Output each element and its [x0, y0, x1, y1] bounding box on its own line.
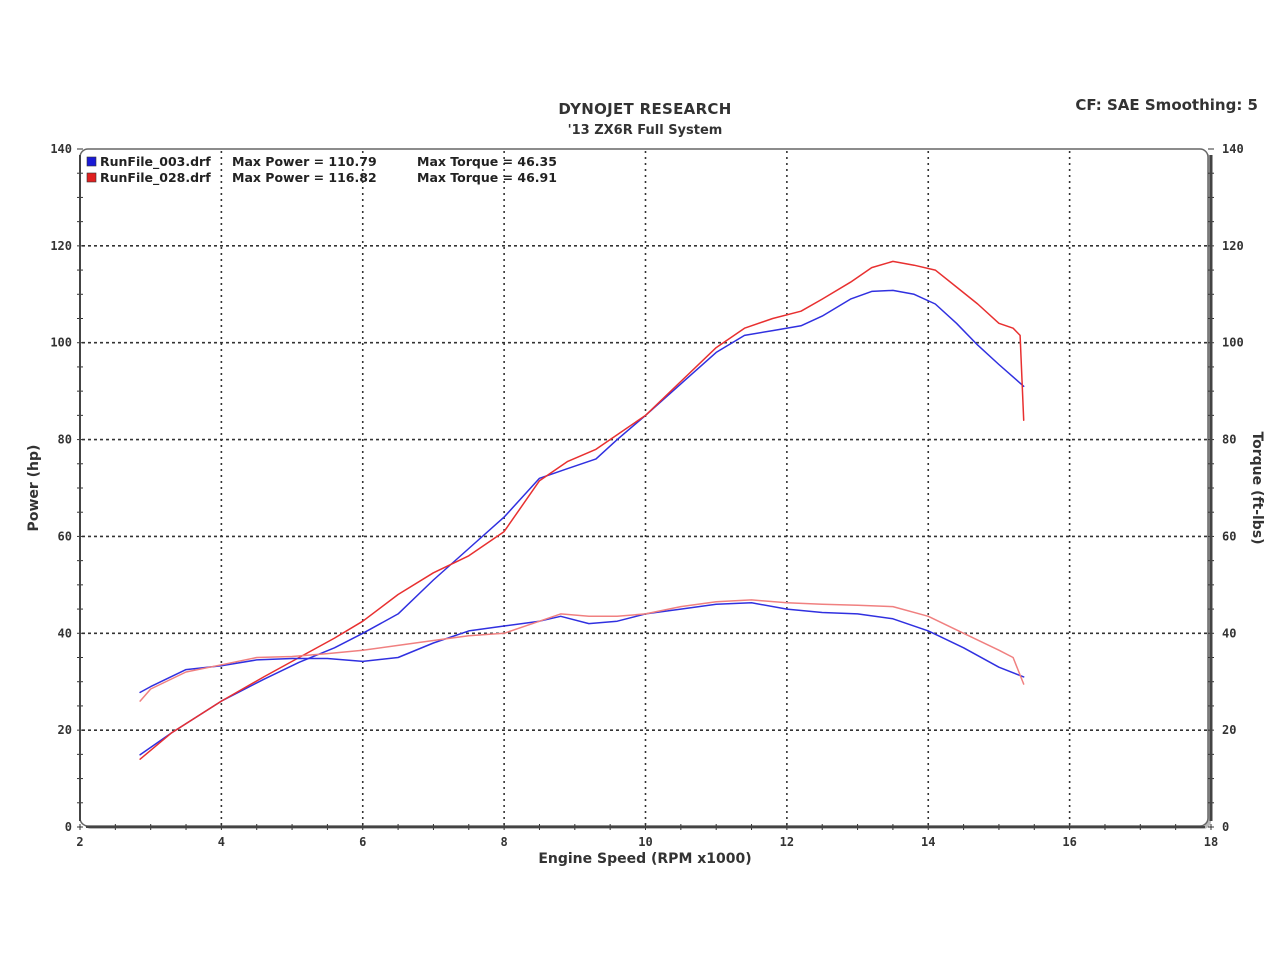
legend-run028-file: RunFile_028.drf: [100, 170, 211, 186]
data-curves: [139, 260, 1025, 760]
y-axis-right-title: Torque (ft-lbs): [1249, 431, 1265, 544]
runfile-028-drf-power-curve: [139, 260, 1025, 760]
y-left-tick-label: 40: [58, 626, 72, 640]
legend: RunFile_003.drf Max Power = 110.79 Max T…: [86, 154, 557, 186]
y-left-tick-label: 80: [58, 433, 72, 447]
y-right-tick-label: 140: [1222, 142, 1244, 156]
y-left-tick-label: 20: [58, 723, 72, 737]
y-left-tick-label: 140: [50, 142, 72, 156]
x-tick-label: 4: [218, 835, 225, 849]
legend-run003-max-torque: Max Torque = 46.35: [417, 154, 557, 169]
runfile-003-drf-torque-curve: [139, 602, 1025, 694]
y-left-tick-label: 60: [58, 529, 72, 543]
y-right-tick-label: 20: [1222, 723, 1236, 737]
y-right-tick-label: 100: [1222, 336, 1244, 350]
x-tick-label: 2: [76, 835, 83, 849]
x-tick-label: 12: [780, 835, 794, 849]
y-right-tick-label: 40: [1222, 626, 1236, 640]
y-left-tick-label: 120: [50, 239, 72, 253]
x-tick-label: 6: [359, 835, 366, 849]
y-right-tick-label: 120: [1222, 239, 1244, 253]
correction-settings: CF: SAE Smoothing: 5: [1075, 96, 1258, 114]
legend-run028-max-power: Max Power = 116.82: [232, 170, 377, 185]
legend-run028-max-torque: Max Torque = 46.91: [417, 170, 557, 185]
axis-ticks: 2 4 6 8 10 12 14 16 18 0 0 20 20 40 40 60 60 80 80 100 100 12…: [50, 142, 1243, 849]
runfile-028-drf-torque-curve: [139, 599, 1025, 702]
plot-area: [79, 148, 1209, 827]
y-axis-left-title: Power (hp): [26, 445, 42, 532]
legend-swatch-run003: [86, 156, 97, 167]
x-tick-label: 16: [1062, 835, 1076, 849]
chart-subtitle: '13 ZX6R Full System: [567, 123, 723, 138]
y-right-tick-label: 80: [1222, 433, 1236, 447]
y-right-tick-label: 0: [1222, 820, 1229, 834]
legend-run003-max-power: Max Power = 110.79: [232, 154, 377, 169]
x-tick-label: 18: [1204, 835, 1218, 849]
x-tick-label: 10: [638, 835, 652, 849]
x-tick-label: 14: [921, 835, 935, 849]
y-left-tick-label: 0: [65, 820, 72, 834]
x-tick-label: 8: [501, 835, 508, 849]
grid-lines: [82, 151, 1209, 825]
y-right-tick-label: 60: [1222, 529, 1236, 543]
legend-run003-file: RunFile_003.drf: [100, 154, 211, 170]
legend-swatch-run028: [86, 172, 97, 183]
x-axis-title: Engine Speed (RPM x1000): [538, 851, 751, 867]
y-left-tick-label: 100: [50, 336, 72, 350]
chart-title: DYNOJET RESEARCH: [558, 100, 732, 118]
